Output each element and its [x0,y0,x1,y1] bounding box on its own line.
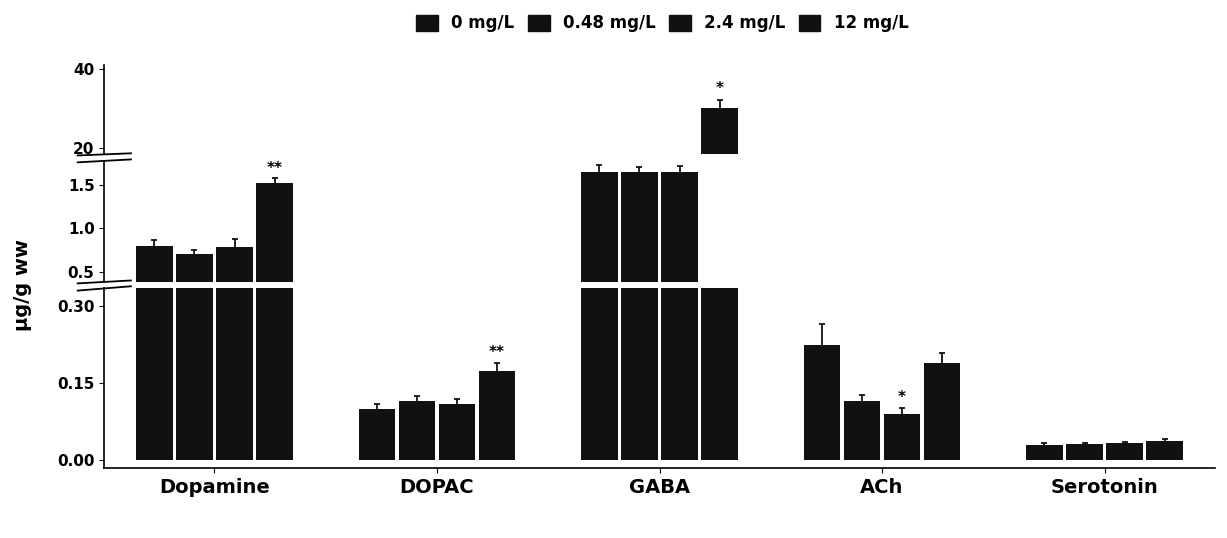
Bar [216,247,253,315]
Bar [1146,441,1183,461]
Bar [804,345,840,461]
Text: *: * [898,391,906,406]
Bar [661,0,698,461]
Bar [1107,443,1142,461]
Bar [216,60,253,461]
Bar [479,371,515,461]
Bar [582,0,617,461]
Bar [256,0,293,461]
Bar [439,404,475,461]
Bar [702,109,737,228]
Bar [844,401,880,461]
Bar [256,183,293,315]
Legend: 0 mg/L, 0.48 mg/L, 2.4 mg/L, 12 mg/L: 0 mg/L, 0.48 mg/L, 2.4 mg/L, 12 mg/L [413,11,912,36]
Text: **: ** [490,345,506,360]
Bar [136,246,173,315]
Bar [358,409,395,461]
Text: **: ** [266,160,282,175]
Bar [177,101,212,461]
Bar [1026,445,1063,461]
Bar [582,172,617,315]
Bar [136,50,173,461]
Bar [621,172,658,315]
Bar [399,401,436,461]
Bar [702,0,737,461]
Bar [1066,444,1103,461]
Text: *: * [715,81,724,96]
Bar [661,172,698,315]
Bar [177,254,212,315]
Text: μg/g ww: μg/g ww [12,239,32,331]
Bar [621,0,658,461]
Bar [924,363,961,461]
Bar [883,414,920,461]
